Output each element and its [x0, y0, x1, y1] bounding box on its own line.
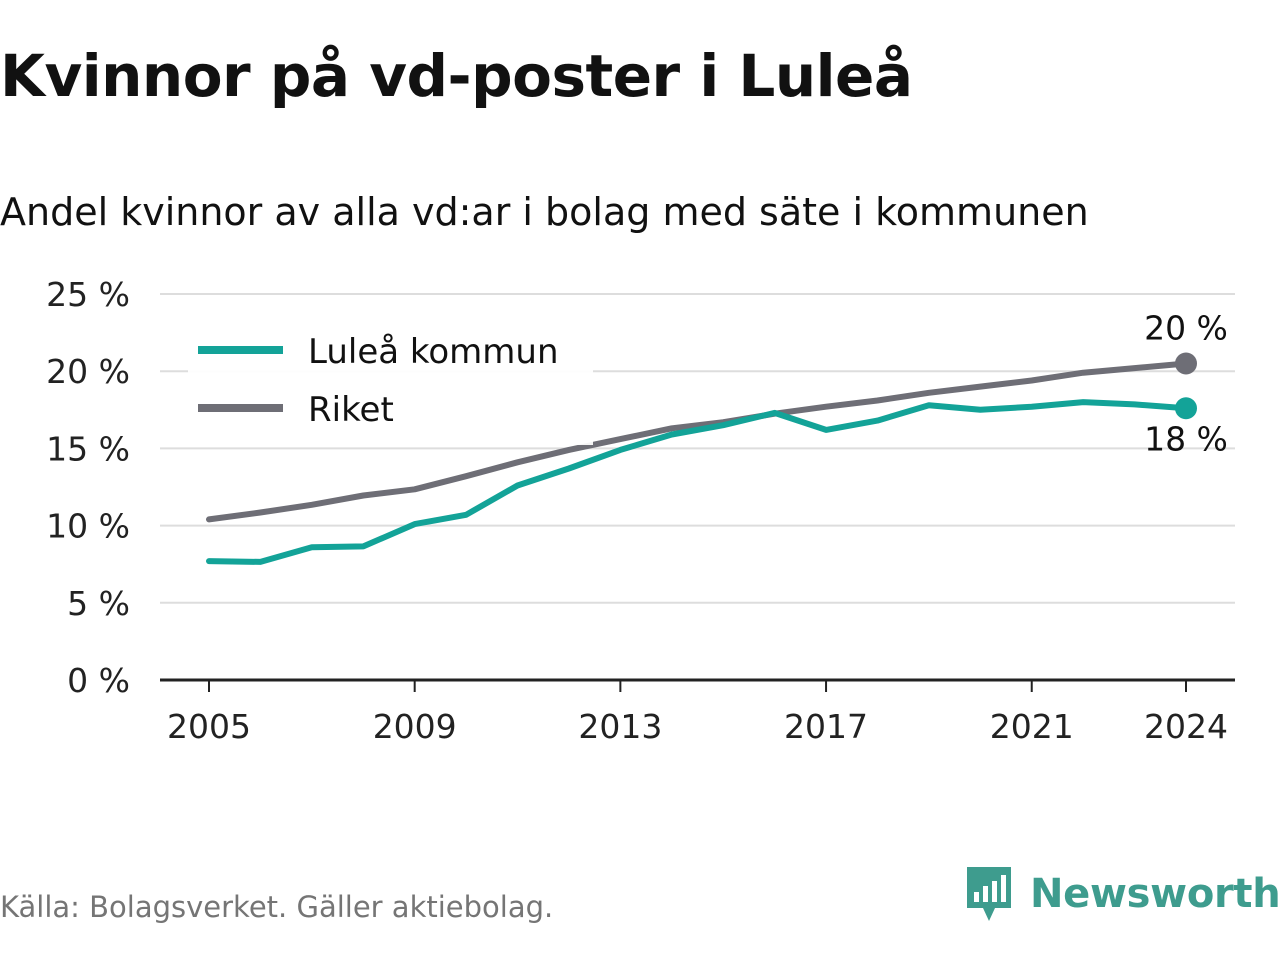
brand-logo: Newsworthy — [964, 864, 1280, 924]
end-labels: 18 % 20 % — [1144, 308, 1228, 458]
chart-subtitle: Andel kvinnor av alla vd:ar i bolag med … — [0, 190, 1089, 234]
x-tick-label: 2017 — [784, 707, 868, 746]
y-tick-label: 20 % — [46, 352, 130, 391]
y-tick-label: 25 % — [46, 275, 130, 314]
series-line — [206, 399, 1189, 565]
series-lines — [206, 360, 1189, 565]
y-tick-label: 15 % — [46, 429, 130, 468]
source-note: Källa: Bolagsverket. Gäller aktiebolag. — [0, 890, 554, 924]
brand-name: Newsworthy — [1030, 871, 1280, 917]
series-line — [206, 360, 1189, 523]
series-end-point — [1175, 397, 1197, 420]
x-tick-label: 2021 — [990, 707, 1074, 746]
y-axis-ticks: 0 % 5 % 10 % 15 % 20 % 25 % — [46, 275, 130, 700]
chart-title: Kvinnor på vd-poster i Luleå — [0, 42, 913, 110]
x-tick-label: 2009 — [373, 707, 457, 746]
legend-label: Riket — [308, 390, 394, 430]
y-tick-label: 10 % — [46, 507, 130, 546]
series-end-label: 20 % — [1144, 308, 1228, 347]
newsworthy-logo-icon — [967, 867, 1011, 921]
y-tick-label: 5 % — [67, 584, 130, 623]
series-end-label: 18 % — [1144, 419, 1228, 458]
legend-background — [188, 320, 593, 445]
series-end-point — [1175, 352, 1197, 375]
legend-label: Luleå kommun — [308, 332, 559, 372]
y-tick-label: 0 % — [67, 661, 130, 700]
gridlines — [160, 293, 1235, 682]
x-tick-label: 2005 — [167, 707, 251, 746]
legend: Luleå kommun Riket — [188, 320, 593, 445]
x-axis-ticks: 2005 2009 2013 2017 2021 2024 — [167, 680, 1228, 746]
x-tick-label: 2024 — [1144, 707, 1228, 746]
x-tick-label: 2013 — [578, 707, 662, 746]
